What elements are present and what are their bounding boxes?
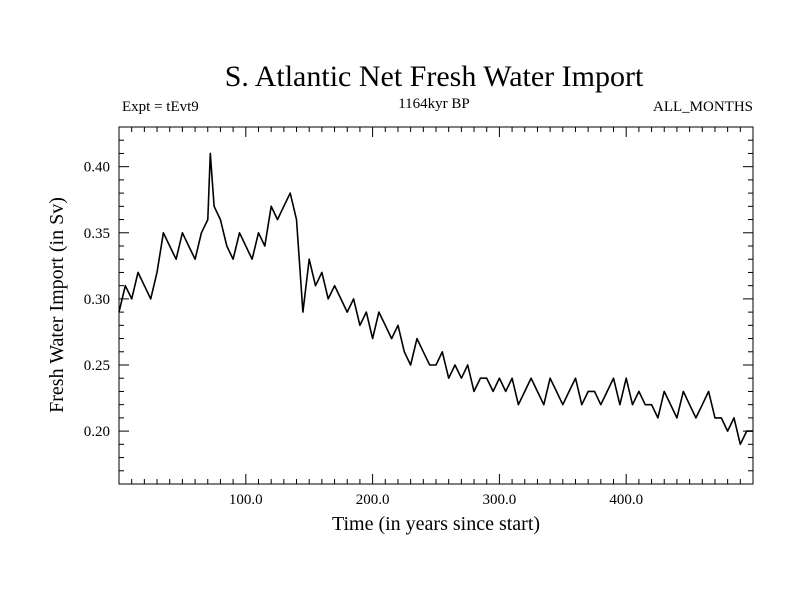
chart-subtitle: 1164kyr BP bbox=[398, 96, 470, 112]
y-minor-ticks bbox=[119, 139, 753, 472]
x-axis-label: Time (in years since start) bbox=[332, 513, 540, 535]
x-tick-label: 200.0 bbox=[356, 492, 390, 508]
x-tick-label: 300.0 bbox=[483, 492, 517, 508]
series-line bbox=[118, 152, 753, 446]
months-label: ALL_MONTHS bbox=[653, 99, 753, 115]
y-tick-label: 0.30 bbox=[84, 292, 110, 308]
x-axis-ticks: 100.0 200.0 300.0 400.0 bbox=[229, 127, 643, 508]
x-tick-label: 400.0 bbox=[609, 492, 643, 508]
experiment-label: Expt = tEvt9 bbox=[122, 99, 199, 115]
y-axis-ticks: 0.20 0.25 0.30 0.35 0.40 bbox=[84, 160, 753, 440]
plot-frame bbox=[118, 126, 754, 485]
x-tick-label: 100.0 bbox=[229, 492, 263, 508]
y-tick-label: 0.35 bbox=[84, 226, 110, 242]
x-minor-ticks bbox=[131, 127, 741, 484]
y-axis-label: Fresh Water Import (in Sv) bbox=[46, 197, 68, 413]
y-tick-label: 0.25 bbox=[84, 358, 110, 374]
y-tick-label: 0.20 bbox=[84, 424, 110, 440]
y-tick-label: 0.40 bbox=[84, 160, 110, 176]
chart-title: S. Atlantic Net Fresh Water Import bbox=[225, 60, 644, 93]
